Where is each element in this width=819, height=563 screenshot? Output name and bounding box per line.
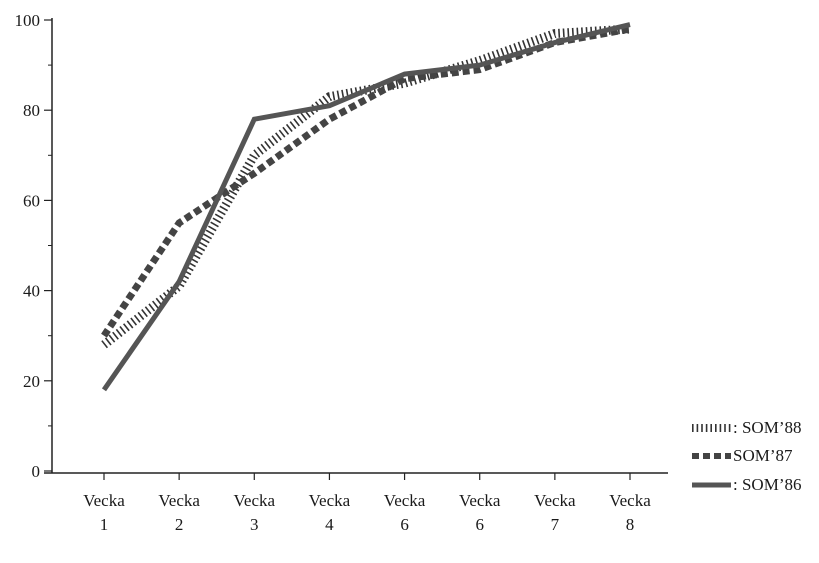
y-tick-label: 80 [23,101,40,120]
x-tick-label-line2: 7 [551,515,560,534]
series-line-dotted [101,24,631,349]
axes [44,18,668,474]
x-ticks: Vecka 1 Vecka 2 Vecka 3 Vecka 4 Vecka 6 Vecka 6 Veck… [83,473,651,534]
x-tick-label-line2: 1 [100,515,109,534]
x-tick-label-line1: Vecka [534,491,576,510]
x-tick-label-line1: Vecka [459,491,501,510]
x-tick-label-line2: 2 [175,515,184,534]
legend: : SOM’88 SOM’87 : SOM’86 [692,418,801,494]
x-tick-label-line2: 8 [626,515,635,534]
x-tick-label-line2: 6 [400,515,409,534]
x-tick-label-line1: Vecka [609,491,651,510]
x-tick-label-line2: 3 [250,515,259,534]
y-tick-label: 20 [23,372,40,391]
x-tick-label-line1: Vecka [384,491,426,510]
y-tick-label: 100 [15,11,41,30]
y-ticks: 0 20 40 60 80 100 [15,11,52,481]
y-tick-label: 40 [23,282,40,301]
legend-label: : SOM’88 [733,418,801,437]
series-line-solid [101,22,631,392]
x-tick-label-line2: 6 [475,515,484,534]
legend-label: SOM’87 [733,446,793,465]
x-tick-label-line1: Vecka [309,491,351,510]
x-tick-label-line1: Vecka [83,491,125,510]
y-tick-label: 60 [23,191,40,210]
series-layer [101,22,631,392]
x-tick-label-line1: Vecka [158,491,200,510]
x-tick-label-line1: Vecka [234,491,276,510]
series-line-dashed [101,25,631,338]
x-tick-label-line2: 4 [325,515,334,534]
legend-label: : SOM’86 [733,475,801,494]
y-tick-label: 0 [32,462,41,481]
